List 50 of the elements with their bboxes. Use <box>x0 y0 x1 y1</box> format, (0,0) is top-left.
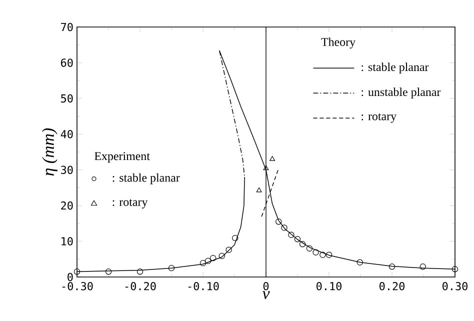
point <box>320 252 326 258</box>
point <box>452 266 458 272</box>
point <box>204 258 212 264</box>
legend-label: : stable planar <box>112 173 180 184</box>
y-tick-label: 70 <box>61 22 73 32</box>
point <box>276 218 282 225</box>
point <box>136 268 144 275</box>
point <box>306 245 313 252</box>
y-tick-label: 0 <box>68 272 73 282</box>
x-tick-label: -0.20 <box>125 282 156 290</box>
point <box>256 187 262 192</box>
point <box>210 254 216 262</box>
point <box>420 264 426 270</box>
y-tick-label: 50 <box>61 94 73 103</box>
point <box>226 246 232 253</box>
x-axis-title: ν <box>262 291 270 300</box>
x-tick-label: 0 <box>263 282 269 290</box>
annotation: Experiment <box>94 152 150 163</box>
annotation: Theory <box>321 38 356 49</box>
legend-label: : rotary <box>112 199 148 208</box>
point <box>356 259 363 266</box>
point <box>105 268 112 275</box>
legend-label: : stable planar <box>362 62 429 74</box>
x-tick-label: -0.10 <box>188 282 219 290</box>
y-tick-label: 60 <box>61 58 73 67</box>
point <box>263 165 269 170</box>
point <box>200 260 206 266</box>
point <box>299 241 306 248</box>
point <box>270 156 276 161</box>
legend-label: : unstable planar <box>362 88 441 98</box>
y-tick-label: 40 <box>60 130 73 138</box>
point <box>288 232 294 238</box>
y-tick-label: 20 <box>61 201 73 210</box>
point <box>281 224 288 231</box>
point <box>294 236 301 242</box>
point <box>74 268 80 275</box>
point <box>232 234 238 242</box>
x-tick-label: 0.30 <box>442 282 468 290</box>
x-tick-label: 0.20 <box>380 282 404 290</box>
point <box>312 249 319 256</box>
x-tick-label: -0.30 <box>62 282 93 290</box>
point <box>218 252 225 260</box>
legend-label: : rotary <box>362 113 397 123</box>
point <box>168 264 175 272</box>
point <box>326 252 332 258</box>
point <box>388 264 396 270</box>
y-tick-label: 10 <box>62 237 73 246</box>
y-axis-title: η (mm) <box>42 128 58 176</box>
x-tick-label: 0.10 <box>316 282 342 290</box>
y-tick-label: 30 <box>61 166 73 174</box>
